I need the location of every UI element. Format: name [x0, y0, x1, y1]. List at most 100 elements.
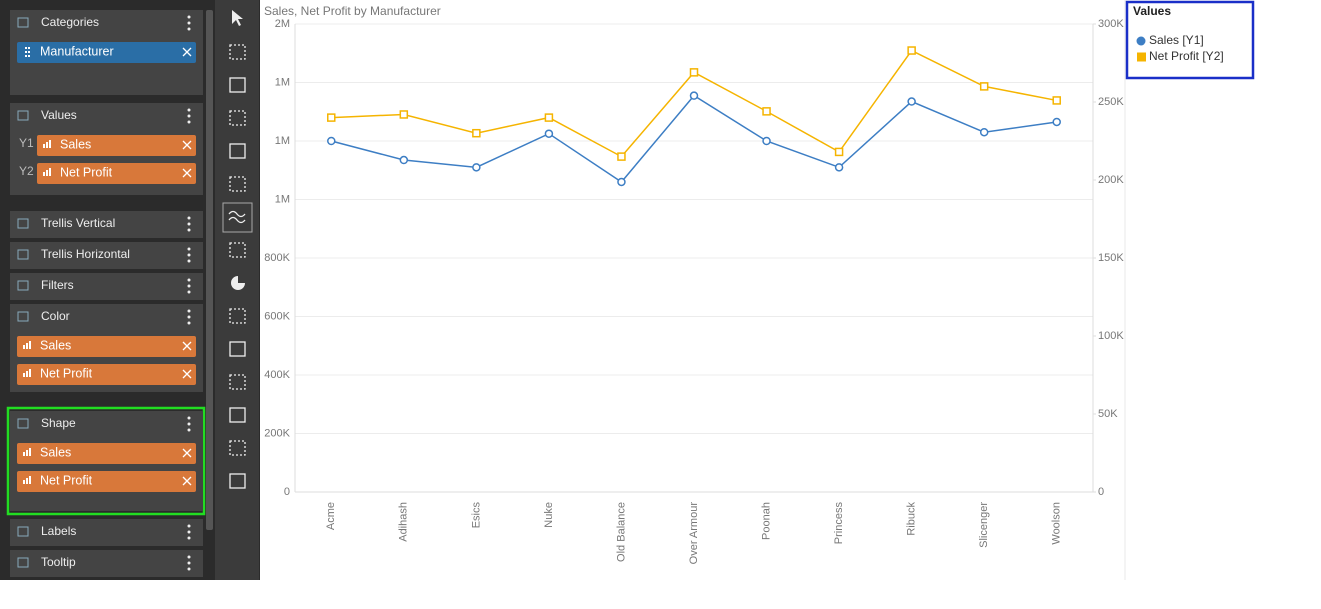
pill-icon	[23, 452, 25, 456]
x-tick-label: Princess	[833, 502, 845, 545]
section-icon	[17, 526, 29, 537]
pill-icon	[25, 51, 27, 53]
menu-dot	[187, 228, 191, 232]
tick-label: 600K	[264, 310, 290, 322]
menu-dot	[187, 315, 191, 319]
tool-icon[interactable]	[232, 10, 243, 26]
remove-button[interactable]	[182, 168, 192, 178]
menu-dot	[187, 284, 191, 288]
field-pill[interactable]	[37, 163, 196, 184]
section[interactable]	[10, 273, 203, 300]
pill-icon	[23, 345, 25, 349]
field-pill[interactable]	[17, 443, 196, 464]
pill-icon	[46, 142, 48, 148]
x-tick-label: Poonah	[760, 502, 772, 540]
tool-icon[interactable]	[231, 276, 245, 290]
data-point[interactable]	[544, 129, 554, 138]
tool-icon[interactable]	[229, 473, 246, 489]
chart-title: Sales, Net Profit by Manufacturer	[264, 4, 441, 18]
data-point[interactable]	[617, 152, 626, 161]
tool-icon[interactable]	[229, 143, 246, 159]
data-point[interactable]	[979, 127, 989, 137]
remove-button[interactable]	[182, 448, 192, 458]
axis-tag: Y1	[19, 136, 34, 150]
tool-icon[interactable]	[229, 341, 246, 357]
tool-icon[interactable]	[229, 77, 246, 93]
remove-button[interactable]	[182, 369, 192, 379]
legend-label[interactable]: Net Profit [Y2]	[1149, 49, 1224, 63]
tool-icon[interactable]	[228, 210, 246, 224]
pill-icon	[29, 341, 31, 349]
data-point[interactable]	[834, 163, 844, 172]
pill-icon	[26, 371, 28, 377]
menu-dot	[187, 278, 191, 282]
field-pill[interactable]	[17, 42, 196, 63]
data-point[interactable]	[762, 136, 771, 146]
data-point[interactable]	[689, 68, 699, 77]
menu-dot	[187, 428, 191, 432]
pill-icon	[25, 47, 27, 49]
tick-label: 150K	[1098, 252, 1124, 264]
remove-button[interactable]	[182, 47, 192, 57]
data-point[interactable]	[327, 136, 336, 146]
remove-button[interactable]	[182, 140, 192, 150]
menu-dot	[187, 309, 191, 313]
section-icon	[17, 311, 29, 322]
data-point[interactable]	[544, 113, 554, 122]
x-tick-label: Slicenger	[978, 502, 990, 548]
data-point[interactable]	[979, 82, 989, 91]
pill-icon	[28, 51, 30, 53]
data-point[interactable]	[689, 91, 699, 100]
menu-dot	[187, 222, 191, 226]
tool-icon[interactable]	[229, 110, 246, 126]
x-tick-label: Ribuck	[906, 502, 918, 536]
tick-label: 250K	[1098, 96, 1124, 108]
data-point[interactable]	[907, 46, 916, 55]
tool-icon[interactable]	[229, 308, 246, 324]
section-icon	[17, 17, 29, 28]
scrollbar[interactable]	[206, 10, 213, 530]
tool-icon[interactable]	[229, 44, 246, 60]
pill-icon	[49, 140, 51, 148]
data-point[interactable]	[472, 128, 481, 138]
tool-icon[interactable]	[229, 440, 246, 456]
data-point[interactable]	[617, 177, 626, 187]
x-tick-label: Nuke	[543, 502, 555, 528]
section-icon	[17, 218, 29, 229]
tick-label: 800K	[264, 252, 290, 264]
remove-button[interactable]	[182, 476, 192, 486]
data-point[interactable]	[834, 147, 844, 157]
tool-icon[interactable]	[229, 374, 246, 390]
section[interactable]	[10, 242, 203, 269]
tool-icon[interactable]	[229, 176, 246, 192]
data-point[interactable]	[1052, 117, 1061, 127]
field-label: Net Profit	[60, 165, 113, 179]
menu-dot	[187, 253, 191, 257]
section-icon	[17, 249, 29, 260]
data-point[interactable]	[907, 97, 916, 106]
section[interactable]	[10, 211, 203, 238]
tool-icon[interactable]	[229, 242, 246, 258]
field-pill[interactable]	[17, 364, 196, 385]
pill-icon	[26, 478, 28, 484]
field-pill[interactable]	[17, 336, 196, 357]
x-tick-label: Adihash	[398, 502, 410, 542]
field-pill[interactable]	[17, 471, 196, 492]
pill-icon	[28, 47, 30, 49]
menu-dot	[187, 524, 191, 528]
section[interactable]	[10, 550, 203, 577]
legend-label[interactable]: Sales [Y1]	[1149, 33, 1204, 47]
data-point[interactable]	[399, 110, 409, 119]
field-pill[interactable]	[37, 135, 196, 156]
menu-dot	[187, 530, 191, 534]
remove-button[interactable]	[182, 341, 192, 351]
data-point[interactable]	[472, 163, 481, 172]
menu-dot	[187, 321, 191, 325]
data-point[interactable]	[1052, 96, 1061, 105]
tool-icon[interactable]	[229, 407, 246, 423]
data-point[interactable]	[762, 107, 771, 116]
data-point[interactable]	[399, 155, 409, 165]
data-point[interactable]	[327, 113, 336, 122]
section[interactable]	[10, 519, 203, 546]
pill-icon	[23, 373, 25, 377]
